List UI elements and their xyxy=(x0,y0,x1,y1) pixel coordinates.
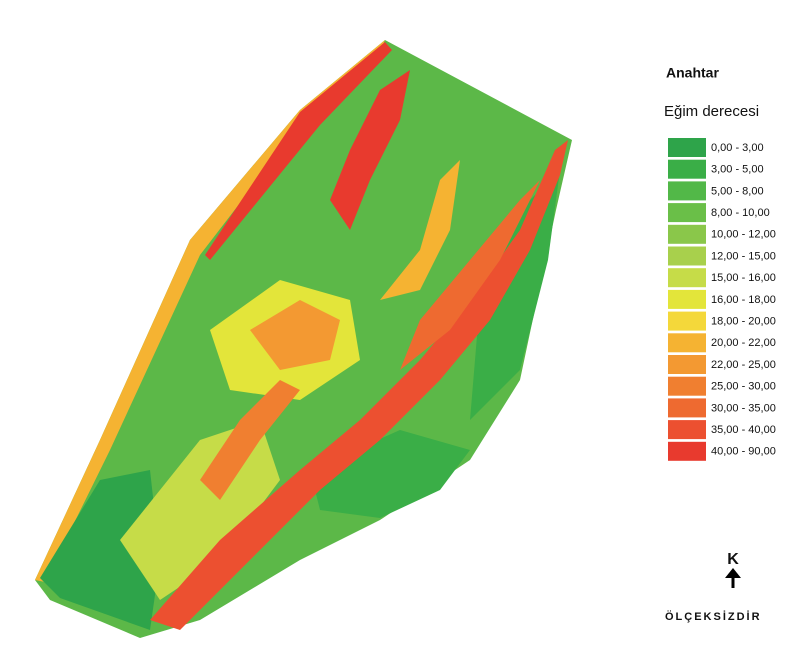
page: {"legend": {"title": "Anahtar", "subtitl… xyxy=(0,0,788,663)
legend-swatch xyxy=(668,420,706,439)
legend-swatch xyxy=(668,398,706,417)
legend-swatch xyxy=(668,138,706,157)
legend-label: 5,00 - 8,00 xyxy=(711,185,764,197)
north-arrow xyxy=(725,568,741,588)
legend-subtitle: Eğim derecesi xyxy=(664,103,759,120)
legend-title: Anahtar xyxy=(666,65,719,81)
legend-swatch xyxy=(668,333,706,352)
north-label: K xyxy=(727,551,739,568)
legend-swatch xyxy=(668,203,706,222)
legend-swatch xyxy=(668,181,706,200)
legend-label: 10,00 - 12,00 xyxy=(711,229,776,241)
legend-swatch xyxy=(668,225,706,244)
slope-map: Anahtar Eğim derecesi 0,00 - 3,00 3,00 - … xyxy=(0,0,788,663)
legend-swatch xyxy=(668,160,706,179)
legend: 0,00 - 3,00 3,00 - 5,00 5,00 - 8,00 8,00 - … xyxy=(668,138,776,461)
north-arrow-head xyxy=(725,568,741,578)
legend-label: 12,00 - 15,00 xyxy=(711,250,776,262)
legend-label: 16,00 - 18,00 xyxy=(711,294,776,306)
legend-label: 20,00 - 22,00 xyxy=(711,337,776,349)
legend-swatch xyxy=(668,268,706,287)
legend-label: 25,00 - 30,00 xyxy=(711,381,776,393)
legend-label: 18,00 - 20,00 xyxy=(711,316,776,328)
legend-label: 35,00 - 40,00 xyxy=(711,424,776,436)
legend-swatch xyxy=(668,442,706,461)
legend-label: 15,00 - 16,00 xyxy=(711,272,776,284)
legend-label: 0,00 - 3,00 xyxy=(711,142,764,154)
legend-swatch xyxy=(668,290,706,309)
legend-label: 30,00 - 35,00 xyxy=(711,402,776,414)
legend-label: 22,00 - 25,00 xyxy=(711,359,776,371)
legend-swatch xyxy=(668,355,706,374)
legend-label: 40,00 - 90,00 xyxy=(711,446,776,458)
legend-swatch xyxy=(668,312,706,331)
legend-label: 8,00 - 10,00 xyxy=(711,207,770,219)
map-area xyxy=(35,40,572,638)
legend-swatch xyxy=(668,247,706,266)
legend-label: 3,00 - 5,00 xyxy=(711,164,764,176)
scale-note: ÖLÇEKSİZDİR xyxy=(665,610,762,623)
legend-swatch xyxy=(668,377,706,396)
